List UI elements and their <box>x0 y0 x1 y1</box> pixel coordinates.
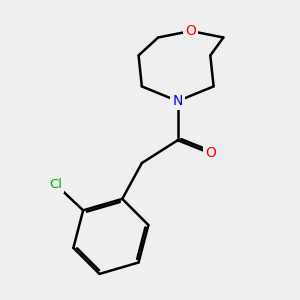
Text: O: O <box>185 24 196 38</box>
Text: Cl: Cl <box>49 178 62 191</box>
Text: N: N <box>172 94 183 108</box>
Text: O: O <box>205 146 216 160</box>
